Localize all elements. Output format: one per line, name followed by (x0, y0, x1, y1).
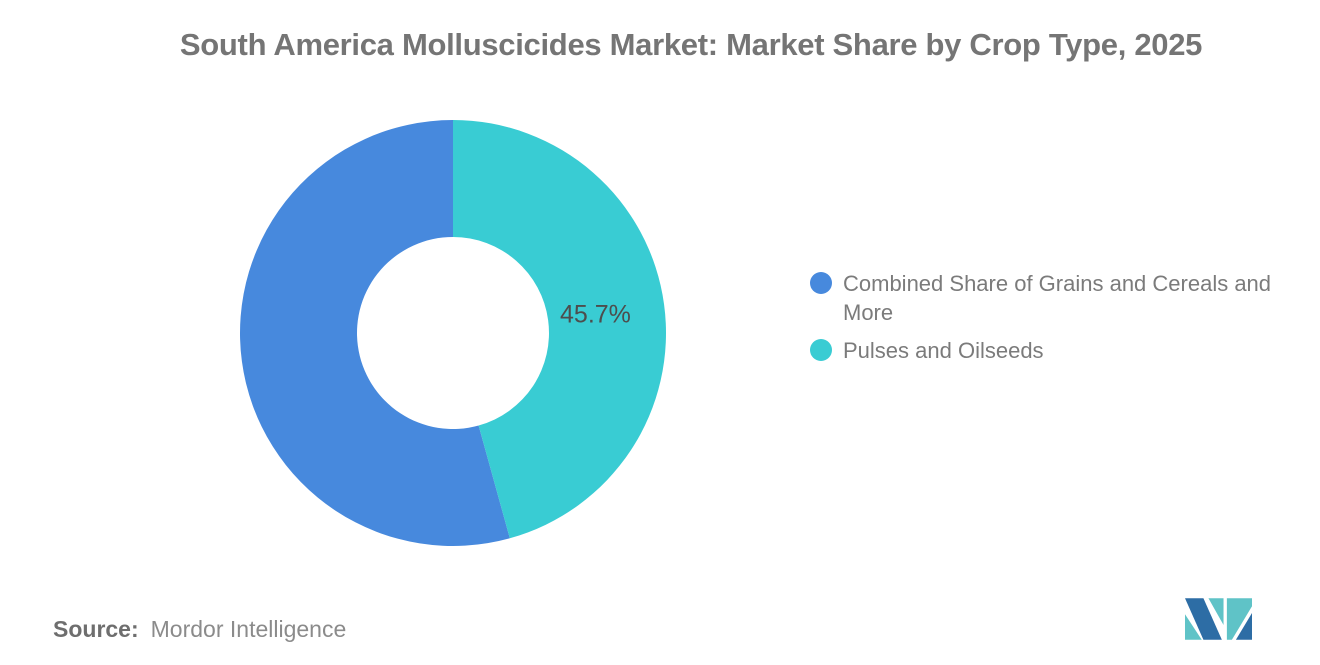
donut-slice-pulses-and-oilseeds[interactable] (453, 119, 666, 539)
legend-label-combined-grains-cereals: Combined Share of Grains and Cereals and… (843, 271, 1272, 325)
legend-marker-combined-grains-cereals (810, 272, 832, 294)
legend-marker-pulses-oilseeds (810, 339, 832, 361)
legend: Combined Share of Grains and Cereals and… (810, 269, 1310, 374)
mordor-logo-mark (1185, 598, 1252, 640)
legend-label-pulses-oilseeds: Pulses and Oilseeds (843, 338, 1044, 363)
logo-right-teal (1226, 598, 1252, 640)
mordor-intelligence-logo (1185, 598, 1252, 640)
legend-item-pulses-oilseeds[interactable]: Pulses and Oilseeds (810, 336, 1310, 365)
source-line: Source: Mordor Intelligence (53, 614, 346, 644)
donut-chart: 45.7% (237, 117, 669, 549)
legend-item-combined-grains-cereals[interactable]: Combined Share of Grains and Cereals and… (810, 269, 1310, 327)
logo-middle-triangle (1208, 598, 1224, 626)
chart-title: South America Molluscicides Market: Mark… (179, 27, 1203, 62)
donut-svg: 45.7% (240, 119, 666, 546)
source-label: Source: (53, 616, 139, 642)
slice-data-label: 45.7% (560, 300, 631, 328)
logo-diagonal-bar (1185, 598, 1222, 640)
source-value: Mordor Intelligence (150, 616, 347, 642)
donut-slice-combined-share-of-grains-and-cereals-and-more[interactable] (240, 120, 510, 546)
